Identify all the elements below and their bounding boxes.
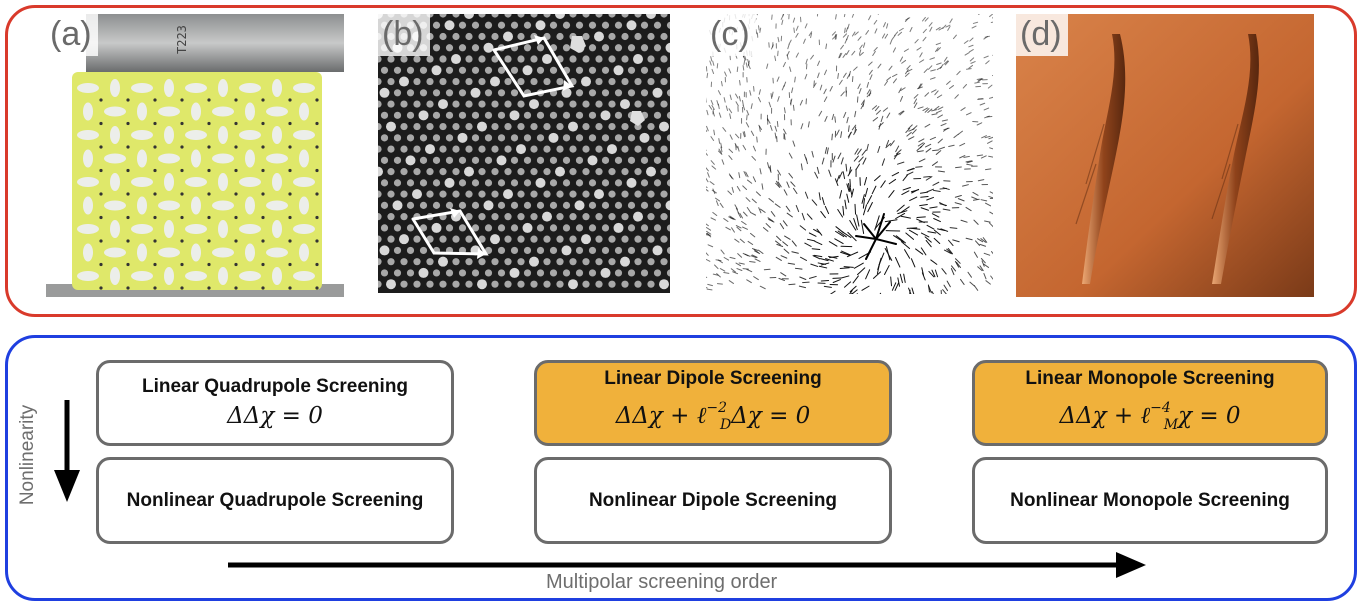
panel-a-lattice-photo: T223 (a) [46, 14, 344, 297]
nonlinearity-axis-label: Nonlinearity [17, 404, 38, 506]
linear-dipole-box: Linear Dipole Screening ΔΔχ + ℓ−2DΔχ = 0 [534, 360, 892, 446]
panel-label-c: (c) [706, 14, 756, 56]
screening-order-axis-label: Multipolar screening order [546, 571, 778, 593]
screening-order-arrow-icon [228, 552, 1146, 578]
colloid-image [378, 14, 670, 293]
defect-core [855, 213, 897, 260]
nonlinear-monopole-box: Nonlinear Monopole Screening [972, 457, 1328, 544]
nonlinearity-arrow-icon [54, 400, 80, 502]
box-equation: ΔΔχ + ℓ−2DΔχ = 0 [615, 399, 811, 433]
panel-b-colloid-micrograph: (b) [378, 14, 670, 293]
panel-label-a: (a) [46, 14, 98, 56]
box-title: Linear Dipole Screening [604, 367, 822, 389]
linear-monopole-box: Linear Monopole Screening ΔΔχ + ℓ−4Mχ = … [972, 360, 1328, 446]
screening-diagram-frame [5, 335, 1357, 601]
box-title: Nonlinear Monopole Screening [1010, 489, 1290, 511]
svg-text:T223: T223 [175, 25, 189, 54]
box-title: Nonlinear Quadrupole Screening [126, 489, 424, 511]
lattice-image: T223 [46, 14, 344, 297]
linear-quadrupole-box: Linear Quadrupole Screening ΔΔχ = 0 [96, 360, 454, 446]
experiments-frame [5, 5, 1357, 317]
panel-d-wrinkled-sheet: (d) [1016, 14, 1314, 297]
nonlinear-quadrupole-box: Nonlinear Quadrupole Screening [96, 457, 454, 544]
wrinkled-sheet-image [1016, 14, 1314, 297]
panel-label-d: (d) [1016, 14, 1068, 56]
box-equation: ΔΔχ + ℓ−4Mχ = 0 [1059, 399, 1241, 433]
box-title: Linear Quadrupole Screening [141, 376, 409, 397]
box-equation: ΔΔχ = 0 [227, 403, 323, 429]
box-title: Linear Monopole Screening [1025, 367, 1275, 389]
displacement-field-image [706, 14, 993, 294]
panel-label-b: (b) [378, 14, 430, 56]
panel-c-displacement-field: (c) [706, 14, 993, 294]
box-title: Nonlinear Dipole Screening [588, 489, 838, 511]
nonlinear-dipole-box: Nonlinear Dipole Screening [534, 457, 892, 544]
